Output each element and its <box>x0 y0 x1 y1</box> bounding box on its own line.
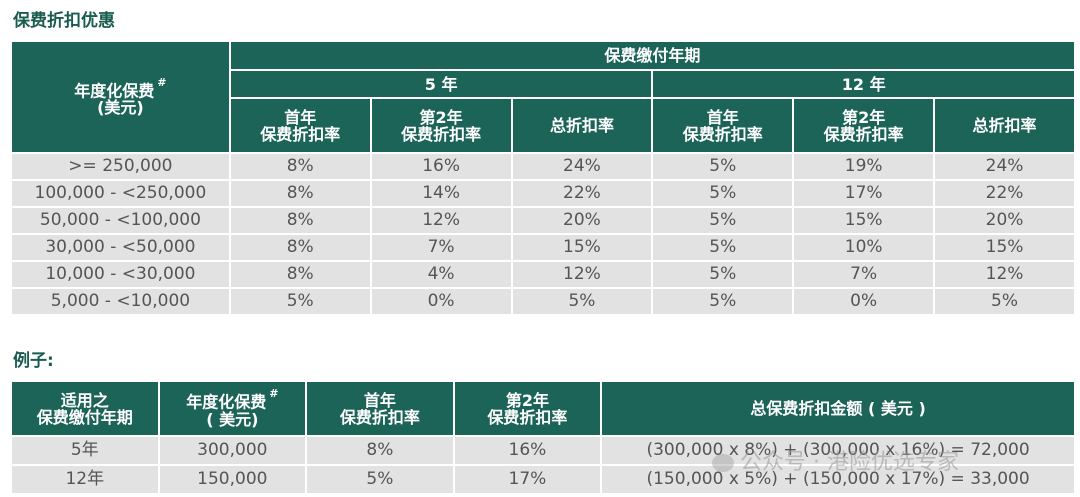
term-group-header: 保费缴付年期 <box>230 42 1074 69</box>
rate-cell: 15% <box>512 235 652 260</box>
premium-range-cell: 100,000 - <250,000 <box>12 181 229 206</box>
discount-table: 年度化保费 # (美元) 保费缴付年期 5 年 12 年 首年 保费折扣率 第2年保… <box>10 40 1076 316</box>
rate-cell: 22% <box>935 181 1074 206</box>
table-row: 100,000 - <250,000 8% 14% 22% 5% 17% 22% <box>12 181 1074 206</box>
example-amount-cell: (300,000 x 8%) + (300,000 x 16%) = 72,00… <box>602 437 1074 464</box>
table-row: 5年 300,000 8% 16% (300,000 x 8%) + (300,… <box>12 437 1074 464</box>
t5-second-year-header: 第2年 保费折扣率 <box>371 99 511 152</box>
rate-cell: 20% <box>935 208 1074 233</box>
rate-cell: 12% <box>935 262 1074 287</box>
t5-total-rate-header: 总折扣率 <box>512 99 652 152</box>
rate-cell: 0% <box>794 289 934 314</box>
table-row: 50,000 - <100,000 8% 12% 20% 5% 15% 20% <box>12 208 1074 233</box>
t12-first-year-header: 首年 保费折扣率 <box>653 99 793 152</box>
rate-cell: 5% <box>653 289 793 314</box>
example-premium-cell: 300,000 <box>159 437 306 464</box>
example-term-cell: 5年 <box>12 437 158 464</box>
rate-cell: 5% <box>653 208 793 233</box>
table-row: 30,000 - <50,000 8% 7% 15% 5% 10% 15% <box>12 235 1074 260</box>
rate-cell: 17% <box>794 181 934 206</box>
example-total-amount-header: 总保费折扣金额 ( 美元 ) <box>602 382 1074 435</box>
table-row: 12年 150,000 5% 17% (150,000 x 5%) + (150… <box>12 466 1074 493</box>
rate-cell: 15% <box>935 235 1074 260</box>
example-premium-cell: 150,000 <box>159 466 306 493</box>
premium-column-header: 年度化保费 # (美元) <box>12 42 229 152</box>
rate-cell: 10% <box>794 235 934 260</box>
rate-cell: 5% <box>230 289 370 314</box>
rate-cell: 16% <box>371 154 511 179</box>
t12-total-rate-header: 总折扣率 <box>935 99 1074 152</box>
rate-cell: 24% <box>512 154 652 179</box>
rate-cell: 12% <box>512 262 652 287</box>
rate-cell: 19% <box>794 154 934 179</box>
premium-range-cell: >= 250,000 <box>12 154 229 179</box>
rate-cell: 5% <box>653 262 793 287</box>
rate-cell: 7% <box>371 235 511 260</box>
rate-cell: 5% <box>512 289 652 314</box>
example-second-rate-cell: 17% <box>454 466 601 493</box>
rate-cell: 8% <box>230 154 370 179</box>
premium-range-cell: 10,000 - <30,000 <box>12 262 229 287</box>
example-second-rate-cell: 16% <box>454 437 601 464</box>
example-first-rate-cell: 5% <box>307 466 453 493</box>
premium-range-cell: 30,000 - <50,000 <box>12 235 229 260</box>
rate-cell: 14% <box>371 181 511 206</box>
example-table: 适用之 保费缴付年期 年度化保费 #( 美元) 首年 保费折扣率 第2年 保费折扣率 总… <box>10 380 1076 495</box>
example-premium-header: 年度化保费 #( 美元) <box>159 382 306 435</box>
t12-second-year-header: 第2年 保费折扣率 <box>794 99 934 152</box>
rate-cell: 5% <box>653 154 793 179</box>
example-first-year-header: 首年 保费折扣率 <box>307 382 453 435</box>
rate-cell: 5% <box>653 235 793 260</box>
rate-cell: 0% <box>371 289 511 314</box>
table-row: >= 250,000 8% 16% 24% 5% 19% 24% <box>12 154 1074 179</box>
premium-range-cell: 5,000 - <10,000 <box>12 289 229 314</box>
rate-cell: 8% <box>230 262 370 287</box>
discount-section-title: 保费折扣优惠 <box>13 11 115 31</box>
rate-cell: 4% <box>371 262 511 287</box>
rate-cell: 5% <box>935 289 1074 314</box>
t5-first-year-header: 首年 保费折扣率 <box>230 99 370 152</box>
rate-cell: 12% <box>371 208 511 233</box>
rate-cell: 22% <box>512 181 652 206</box>
example-second-year-header: 第2年 保费折扣率 <box>454 382 601 435</box>
example-term-cell: 12年 <box>12 466 158 493</box>
rate-cell: 15% <box>794 208 934 233</box>
term-5-header: 5 年 <box>230 71 652 97</box>
rate-cell: 8% <box>230 235 370 260</box>
rate-cell: 8% <box>230 208 370 233</box>
rate-cell: 7% <box>794 262 934 287</box>
rate-cell: 20% <box>512 208 652 233</box>
example-term-header: 适用之 保费缴付年期 <box>12 382 158 435</box>
example-section-title: 例子: <box>13 351 54 371</box>
example-first-rate-cell: 8% <box>307 437 453 464</box>
rate-cell: 8% <box>230 181 370 206</box>
table-row: 5,000 - <10,000 5% 0% 5% 5% 0% 5% <box>12 289 1074 314</box>
table-row: 10,000 - <30,000 8% 4% 12% 5% 7% 12% <box>12 262 1074 287</box>
term-12-header: 12 年 <box>653 71 1074 97</box>
premium-range-cell: 50,000 - <100,000 <box>12 208 229 233</box>
example-amount-cell: (150,000 x 5%) + (150,000 x 17%) = 33,00… <box>602 466 1074 493</box>
rate-cell: 24% <box>935 154 1074 179</box>
rate-cell: 5% <box>653 181 793 206</box>
